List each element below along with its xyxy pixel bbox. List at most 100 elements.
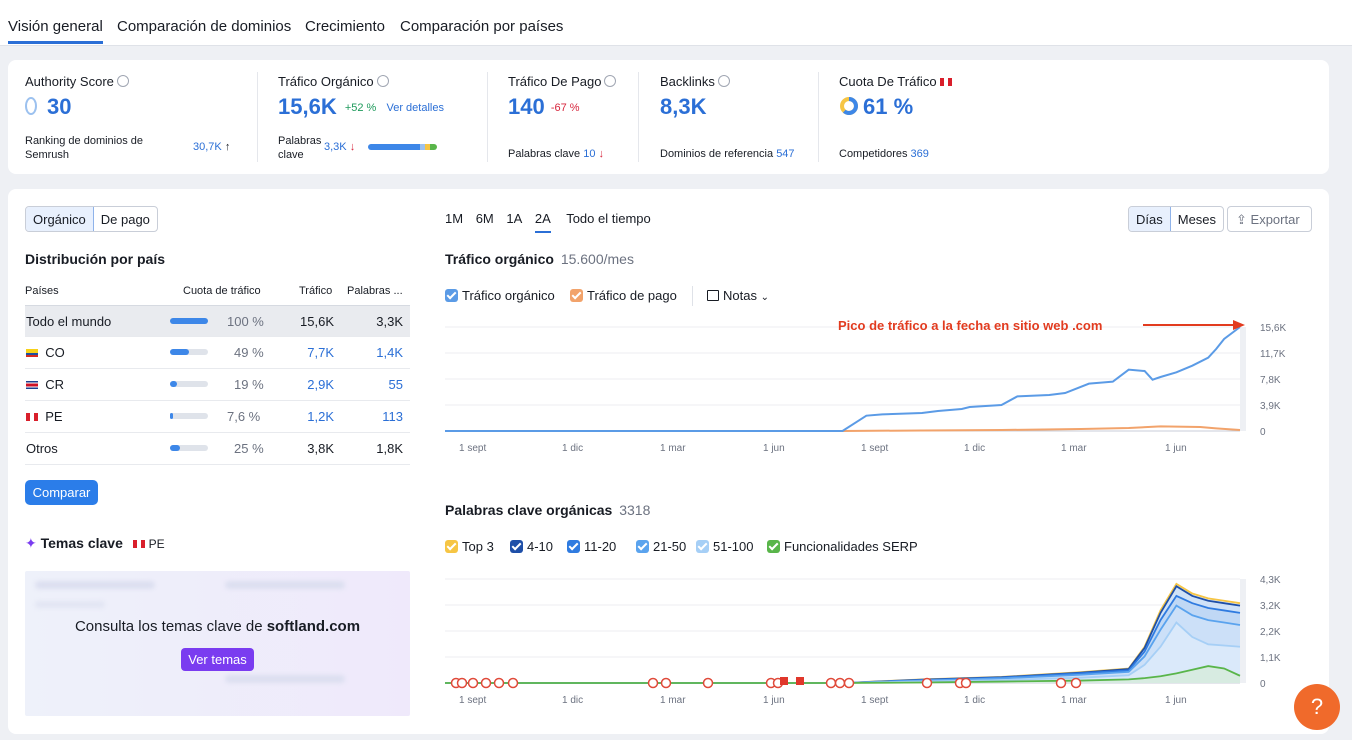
x-tick-label: 1 sept [459,443,486,454]
comment-icon [707,290,719,301]
range-selector: 1M 6M 1A 2A Todo el tiempo [445,211,651,233]
serp-feature-icon [456,677,468,689]
legend-item[interactable]: 4-10 [510,539,553,554]
ver-detalles-link[interactable]: Ver detalles [386,102,444,114]
bar-segment [368,144,420,150]
organic-kw-value[interactable]: 3,3K ↓ [324,141,355,153]
col-trafico[interactable]: Tráfico [299,285,333,297]
keywords-value[interactable]: 113 [382,409,403,424]
country-row-co[interactable]: CO 49 % 7,7K 1,4K [25,337,410,369]
range-1a[interactable]: 1A [506,211,523,226]
toggle-de-pago[interactable]: De pago [100,212,150,227]
legend-label: 51-100 [713,539,754,554]
organic-value[interactable]: 15,6K +52 % Ver detalles [278,94,444,120]
arrow-up-icon: ↑ [224,141,231,153]
serp-feature-icon [647,677,659,689]
col-paises[interactable]: Países [25,285,59,297]
range-1m[interactable]: 1M [445,211,464,226]
distribution-header: Países Cuota de tráfico Tráfico Palabras… [25,285,410,305]
col-cuota[interactable]: Cuota de tráfico [183,285,261,297]
topics-header: ✦ Temas clave PE [25,535,165,552]
legend-organic[interactable]: Tráfico orgánico [445,288,555,303]
blurred-placeholder [35,601,105,608]
col-palabras[interactable]: Palabras ... [347,285,403,297]
traffic-value[interactable]: 2,9K [307,377,334,392]
authority-rank-value: 30,7K [193,141,222,153]
paid-label-text: Tráfico De Pago [508,74,602,89]
info-icon [717,75,730,87]
tab-comparacion-dominios[interactable]: Comparación de dominios [117,18,292,35]
traffic-value[interactable]: 7,7K [307,345,334,360]
y-tick-label: 0 [1260,427,1266,438]
compare-button[interactable]: Comparar [25,480,98,505]
topics-title: Temas clave [40,535,123,551]
range-todo[interactable]: Todo el tiempo [566,211,651,226]
range-6m[interactable]: 6M [475,211,494,226]
granularity-dias[interactable]: Días [1129,207,1171,231]
authority-value[interactable]: 30 [25,94,71,120]
tab-vision-general[interactable]: Visión general [8,18,103,44]
notes-dropdown[interactable]: Notas ⌄ [707,288,769,303]
paid-label[interactable]: Tráfico De Pago [508,74,617,89]
share-label[interactable]: Cuota De Tráfico [839,74,953,89]
backlinks-label[interactable]: Backlinks [660,74,730,89]
keywords-value[interactable]: 55 [388,377,403,392]
share-value[interactable]: 61 % [839,94,913,120]
country-row-otros[interactable]: Otros 25 % 3,8K 1,8K [25,433,410,465]
topics-message-text: Consulta los temas clave de [74,618,267,635]
country-row-cr[interactable]: CR 19 % 2,9K 55 [25,369,410,401]
organic-label[interactable]: Tráfico Orgánico [278,74,389,89]
backlinks-value[interactable]: 8,3K [660,94,707,119]
toggle-organico[interactable]: Orgánico [26,207,94,231]
paid-change: -67 % [550,102,580,114]
backlinks-ref-value[interactable]: 547 [776,148,795,160]
topics-preview: Consulta los temas clave de softland.com… [25,571,410,716]
keywords-value[interactable]: 1,4K [376,345,403,360]
backlinks-metric: Backlinks 8,3K Dominios de referencia 54… [660,60,820,174]
legend-item[interactable]: 11-20 [567,539,616,554]
authority-label[interactable]: Authority Score [25,74,129,89]
distribution-title: Distribución por país [25,251,166,267]
export-button[interactable]: ⇪ Exportar [1227,206,1312,232]
legend-item[interactable]: Top 3 [445,539,494,554]
traffic-value[interactable]: 1,2K [307,409,334,424]
costa-rica-flag-icon [26,381,38,389]
authority-rank[interactable]: 30,7K ↑ [193,141,230,153]
legend-item[interactable]: 51-100 [696,539,753,554]
divider [692,286,693,306]
paid-kw-label: Palabras clave [508,148,581,160]
share-pct: 49 % [234,345,264,360]
top-nav: Visión general Comparación de dominios C… [0,0,1352,46]
country-name: Otros [26,441,58,456]
competitors-value[interactable]: 369 [910,148,929,160]
tab-crecimiento[interactable]: Crecimiento [305,18,386,35]
country-row-todo[interactable]: Todo el mundo 100 % 15,6K 3,3K [25,305,410,337]
legend-item[interactable]: 21-50 [636,539,686,554]
help-button[interactable]: ? [1294,684,1340,730]
paid-kw-value[interactable]: 10 [583,148,596,160]
legend-paid[interactable]: Tráfico de pago [570,288,677,303]
series-line [445,326,1241,432]
traffic-value: 15,6K [300,314,334,329]
organic-label-text: Tráfico Orgánico [278,74,374,89]
tab-comparacion-paises[interactable]: Comparación por países [400,18,564,35]
x-tick-label: 1 mar [660,695,686,706]
paid-value[interactable]: 140 -67 % [508,94,580,120]
organic-value-text: 15,6K [278,94,337,119]
organic-metric: Tráfico Orgánico 15,6K +52 % Ver detalle… [278,60,488,174]
country-name: PE [45,409,63,424]
x-tick-label: 1 sept [861,443,888,454]
arrow-down-icon: ↓ [598,148,605,160]
granularity-toggle: Días Meses [1128,206,1225,232]
annotation-flag-icon [780,677,788,685]
x-tick-label: 1 mar [1061,695,1087,706]
share-metric: Cuota De Tráfico 61 % Competidores 369 [839,60,1019,174]
legend-item[interactable]: Funcionalidades SERP [767,539,918,554]
granularity-meses[interactable]: Meses [1177,212,1217,227]
country-row-pe[interactable]: PE 7,6 % 1,2K 113 [25,401,410,433]
series-line [445,582,1241,684]
chart2-title: Palabras clave orgánicas [445,502,613,518]
ver-temas-button[interactable]: Ver temas [181,648,254,671]
range-2a[interactable]: 2A [534,211,551,233]
x-tick-label: 1 jun [763,443,785,454]
